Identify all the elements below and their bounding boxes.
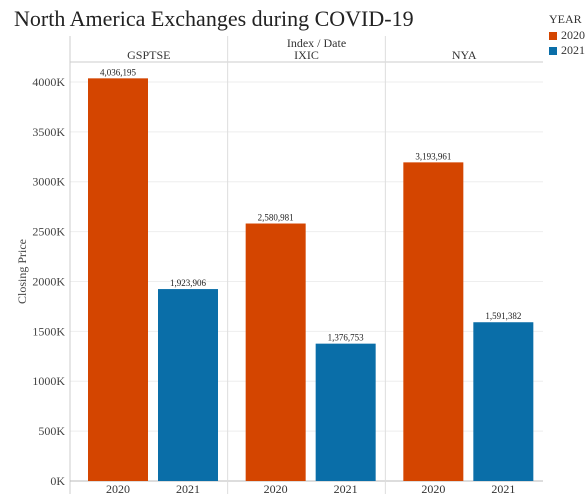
bar-nya-2020 [403, 162, 464, 481]
y-tick-label: 1000K [32, 374, 65, 388]
legend-swatch-2021 [549, 46, 557, 55]
column-header: Index / Date [287, 36, 346, 50]
data-label: 4,036,195 [100, 67, 137, 77]
data-label: 3,193,961 [415, 151, 451, 161]
y-tick-label: 500K [38, 424, 65, 438]
bar-ixic-2021 [315, 343, 376, 481]
legend-label-2021: 2021 [561, 43, 585, 57]
bar-gsptse-2020 [88, 78, 148, 482]
bar-gsptse-2021 [158, 289, 218, 481]
y-tick-label: 1500K [32, 324, 65, 338]
data-label: 1,376,753 [328, 333, 365, 343]
legend-title: YEAR [549, 12, 582, 26]
panel-header-ixic: IXIC [294, 48, 319, 62]
x-tick-label: 2021 [334, 482, 358, 494]
x-tick-label: 2020 [421, 482, 445, 494]
data-label: 2,580,981 [258, 213, 294, 223]
legend-item-2020: 2020 [549, 28, 585, 43]
panel-header-nya: NYA [452, 48, 477, 62]
panel-header-gsptse: GSPTSE [127, 48, 170, 62]
y-axis-label: Closing Price [15, 239, 29, 304]
y-tick-label: 4000K [32, 75, 65, 89]
y-tick-label: 3500K [32, 125, 65, 139]
y-tick-label: 2000K [32, 274, 65, 288]
bar-nya-2021 [473, 322, 534, 481]
x-tick-label: 2021 [491, 482, 515, 494]
chart-title: North America Exchanges during COVID-19 [14, 6, 414, 31]
y-tick-label: 2500K [32, 225, 65, 239]
legend-item-2021: 2021 [549, 43, 585, 58]
x-tick-label: 2020 [264, 482, 288, 494]
bar-ixic-2020 [245, 223, 306, 481]
y-tick-label: 0K [50, 474, 65, 488]
legend-label-2020: 2020 [561, 28, 585, 42]
y-tick-label: 3000K [32, 175, 65, 189]
data-label: 1,591,382 [485, 311, 521, 321]
data-label: 1,923,906 [170, 278, 207, 288]
legend-swatch-2020 [549, 31, 557, 40]
x-tick-label: 2021 [176, 482, 200, 494]
legend: YEAR 2020 2021 [549, 12, 585, 58]
x-tick-label: 2020 [106, 482, 130, 494]
